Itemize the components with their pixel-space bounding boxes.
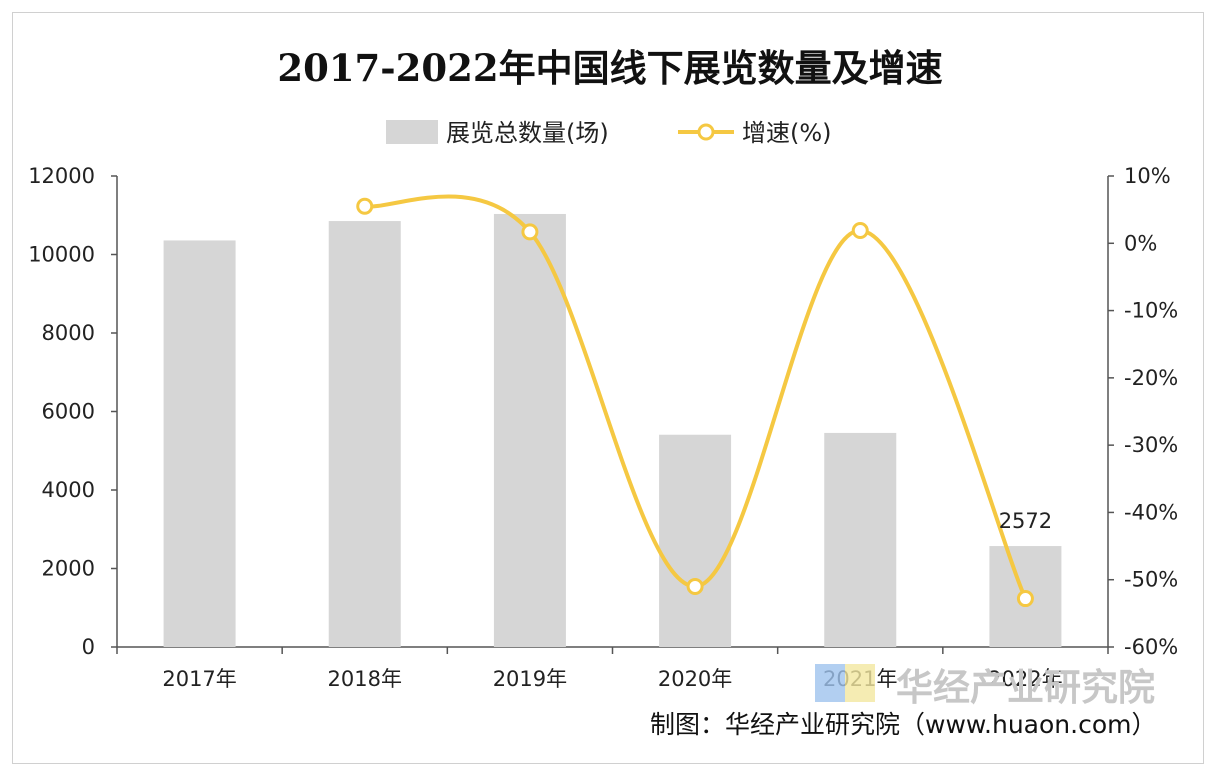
left-tick-label: 0	[82, 635, 95, 659]
bar	[163, 240, 236, 648]
growth-point	[521, 223, 539, 241]
right-tick-label: -20%	[1124, 366, 1178, 390]
x-tick-label: 2022年	[988, 667, 1062, 691]
right-axis-ticks: -60% -50% -40% -30% -20% -10% 0% 10%	[1108, 164, 1178, 659]
right-tick-label: -30%	[1124, 433, 1178, 457]
legend-bar-swatch	[386, 120, 438, 144]
left-tick-label: 6000	[42, 400, 95, 424]
left-tick-label: 2000	[42, 557, 95, 581]
left-tick-label: 4000	[42, 478, 95, 502]
bar	[659, 434, 732, 647]
credit-text: 制图：华经产业研究院（www.huaon.com）	[650, 710, 1156, 739]
growth-line	[364, 194, 1028, 600]
growth-point	[1016, 590, 1034, 608]
x-tick-label: 2019年	[493, 667, 567, 691]
data-labels: 2572	[999, 509, 1052, 533]
right-tick-label: -40%	[1124, 500, 1178, 524]
right-tick-label: -50%	[1124, 568, 1178, 592]
bar-series	[163, 213, 1062, 648]
right-tick-label: -60%	[1124, 635, 1178, 659]
bar	[824, 432, 897, 647]
bar	[328, 221, 401, 647]
left-axis-ticks: 0 2000 4000 6000 8000 10000 12000	[28, 164, 117, 659]
x-tick-label: 2020年	[658, 667, 732, 691]
growth-point	[686, 577, 704, 595]
right-tick-label: 0%	[1124, 231, 1157, 255]
left-tick-label: 12000	[28, 164, 95, 188]
growth-point	[356, 197, 374, 215]
legend-bar-label: 展览总数量(场)	[446, 119, 609, 147]
legend-line-marker	[697, 123, 715, 141]
left-tick-label: 8000	[42, 321, 95, 345]
line-series	[356, 194, 1034, 608]
right-tick-label: -10%	[1124, 299, 1178, 323]
right-tick-label: 10%	[1124, 164, 1171, 188]
watermark-logo-yellow	[845, 664, 875, 702]
legend: 展览总数量(场) 增速(%)	[386, 119, 832, 147]
chart-title: 2017-2022年中国线下展览数量及增速	[277, 46, 943, 90]
bar-data-label: 2572	[999, 509, 1052, 533]
left-tick-label: 10000	[28, 243, 95, 267]
x-tick-label: 2017年	[162, 667, 236, 691]
x-tick-label: 2018年	[328, 667, 402, 691]
watermark-logo-blue	[815, 664, 845, 702]
growth-point	[851, 222, 869, 240]
bar	[493, 213, 566, 647]
watermark-text: 华经产业研究院	[896, 666, 1155, 709]
legend-line-label: 增速(%)	[742, 119, 832, 147]
